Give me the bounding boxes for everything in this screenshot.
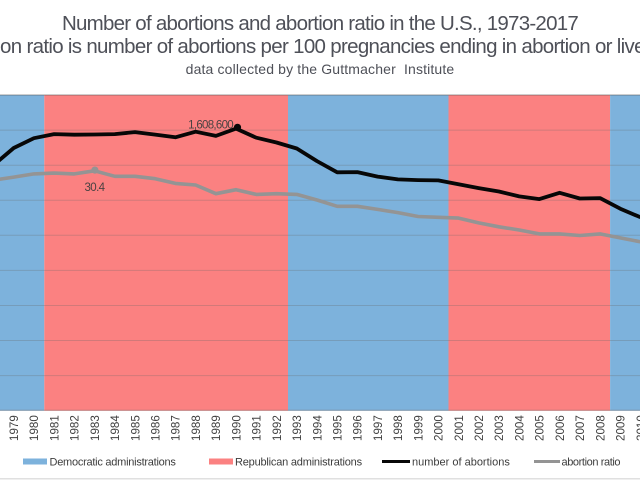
- svg-text:abortion ratio: abortion ratio: [562, 457, 621, 469]
- svg-text:1982: 1982: [69, 415, 82, 441]
- svg-text:1983: 1983: [89, 415, 102, 441]
- svg-text:1998: 1998: [392, 415, 405, 441]
- svg-text:2001: 2001: [453, 415, 466, 441]
- svg-text:Democratic administrations: Democratic administrations: [50, 457, 177, 469]
- svg-text:1980: 1980: [28, 415, 41, 441]
- svg-text:1,608,600: 1,608,600: [188, 120, 233, 132]
- svg-text:2010: 2010: [635, 415, 640, 441]
- svg-text:1999: 1999: [412, 415, 425, 441]
- svg-text:1979: 1979: [8, 415, 21, 441]
- svg-text:1997: 1997: [372, 415, 385, 441]
- svg-text:1986: 1986: [150, 415, 163, 441]
- svg-text:1987: 1987: [170, 415, 183, 441]
- svg-text:1993: 1993: [291, 415, 304, 441]
- svg-text:2007: 2007: [574, 415, 587, 441]
- svg-text:number of abortions: number of abortions: [412, 457, 510, 469]
- svg-text:1992: 1992: [271, 415, 284, 441]
- svg-text:1995: 1995: [332, 415, 345, 441]
- svg-text:1981: 1981: [48, 415, 61, 441]
- svg-text:2004: 2004: [514, 415, 527, 441]
- svg-text:2002: 2002: [473, 415, 486, 441]
- svg-text:Republican administrations: Republican administrations: [235, 457, 363, 469]
- svg-text:2000: 2000: [433, 415, 446, 441]
- svg-text:1994: 1994: [311, 415, 324, 441]
- svg-text:1988: 1988: [190, 415, 203, 441]
- svg-text:1985: 1985: [129, 415, 142, 441]
- svg-text:1990: 1990: [230, 415, 243, 441]
- svg-text:2009: 2009: [615, 415, 628, 441]
- svg-text:1991: 1991: [251, 415, 264, 441]
- svg-text:1989: 1989: [210, 415, 223, 441]
- svg-text:1984: 1984: [109, 415, 122, 441]
- svg-text:2006: 2006: [554, 415, 567, 441]
- svg-text:30.4: 30.4: [85, 182, 106, 194]
- svg-text:2005: 2005: [534, 415, 547, 441]
- svg-text:2003: 2003: [493, 415, 506, 441]
- svg-text:2008: 2008: [594, 415, 607, 441]
- svg-text:1996: 1996: [352, 415, 365, 441]
